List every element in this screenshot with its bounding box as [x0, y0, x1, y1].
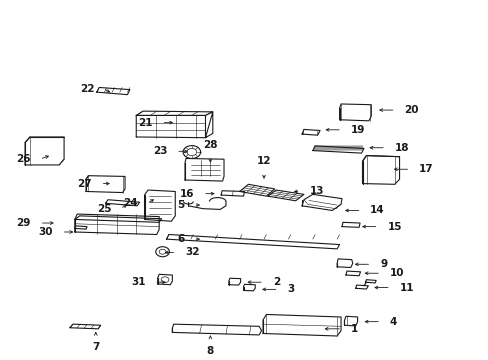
Text: 7: 7	[92, 342, 99, 352]
Text: 32: 32	[184, 247, 199, 257]
Text: 12: 12	[256, 156, 271, 166]
Text: 26: 26	[17, 154, 31, 164]
Text: 17: 17	[418, 164, 433, 174]
Text: 24: 24	[123, 198, 138, 208]
Text: 28: 28	[203, 140, 217, 150]
Text: 1: 1	[350, 324, 357, 334]
Text: 13: 13	[309, 186, 323, 197]
Text: 20: 20	[404, 105, 418, 115]
Text: 6: 6	[177, 234, 184, 244]
Text: 27: 27	[77, 179, 92, 189]
Text: 22: 22	[80, 84, 94, 94]
Text: 31: 31	[131, 277, 145, 287]
Text: 4: 4	[389, 317, 396, 327]
Text: 18: 18	[394, 143, 408, 153]
Text: 29: 29	[17, 218, 31, 228]
Text: 9: 9	[379, 259, 386, 269]
Text: 25: 25	[97, 204, 111, 214]
Text: 23: 23	[153, 146, 167, 156]
Text: 5: 5	[177, 200, 184, 210]
Text: 8: 8	[206, 346, 214, 356]
Text: 2: 2	[272, 277, 280, 287]
Text: 10: 10	[389, 268, 404, 278]
Text: 14: 14	[369, 206, 384, 216]
Text: 21: 21	[138, 118, 153, 128]
Text: 15: 15	[386, 222, 401, 231]
Text: 30: 30	[38, 227, 53, 237]
Text: 16: 16	[180, 189, 194, 199]
Text: 3: 3	[287, 284, 294, 294]
Text: 19: 19	[350, 125, 365, 135]
Text: 11: 11	[399, 283, 413, 293]
